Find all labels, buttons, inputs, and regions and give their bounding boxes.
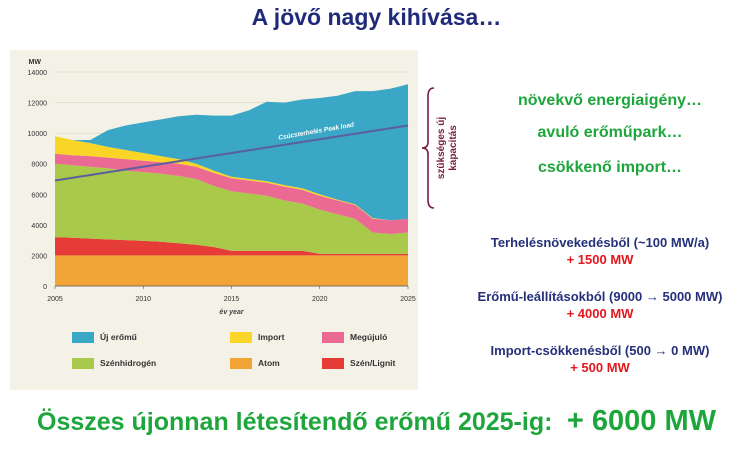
legend-label: Szénhidrogén: [100, 358, 157, 368]
bracket-label: szükséges új: [436, 117, 447, 179]
contribution-value: + 1500 MW: [566, 252, 634, 267]
legend-label: Import: [258, 332, 285, 342]
legend-label: Új erőmű: [100, 332, 137, 342]
y-tick-label: 10000: [28, 131, 48, 138]
legend-label: Atom: [258, 358, 280, 368]
y-tick-label: 8000: [31, 162, 47, 169]
legend-swatch: [322, 358, 344, 369]
contribution-label: Erőmű-leállításokból (9000 → 5000 MW): [477, 289, 723, 304]
contribution-label: Import-csökkenésből (500 → 0 MW): [490, 343, 710, 358]
reason-1: növekvő energiaigény…: [517, 92, 703, 109]
summary-text: Összes újonnan létesítendő erőmű 2025-ig…: [37, 408, 553, 436]
x-tick-label: 2020: [312, 296, 328, 303]
y-tick-label: 12000: [28, 101, 48, 108]
y-tick-label: 14000: [28, 70, 48, 77]
legend-label: Szén/Lignit: [350, 358, 396, 368]
contribution-plant-closures: Erőmű-leállításokból (9000 → 5000 MW) + …: [450, 289, 750, 321]
area-atom: [55, 255, 408, 286]
contribution-value: + 4000 MW: [566, 306, 634, 321]
reason-3: csökkenő import…: [537, 159, 683, 176]
x-tick-label: 2010: [135, 296, 151, 303]
legend-swatch: [322, 332, 344, 343]
contribution-load-growth: Terhelésnövekedésből (~100 MW/a) + 1500 …: [450, 235, 750, 267]
legend-swatch: [230, 332, 252, 343]
y-tick-label: 2000: [31, 253, 47, 260]
area-megújuló: [55, 153, 408, 234]
legend-swatch: [72, 358, 94, 369]
legend-label: Megújuló: [350, 332, 388, 342]
bracket-label: kapacitás: [448, 125, 459, 171]
contribution-label: Terhelésnövekedésből (~100 MW/a): [490, 235, 710, 250]
summary-line: Összes újonnan létesítendő erőmű 2025-ig…: [0, 405, 753, 438]
legend-swatch: [230, 358, 252, 369]
reason-2: avuló erőműpark…: [537, 124, 683, 141]
x-tick-label: 2005: [47, 296, 63, 303]
area-szénhidrogén: [55, 163, 408, 254]
y-tick-label: 0: [43, 284, 47, 291]
x-axis-label: év year: [219, 309, 244, 316]
y-tick-label: 4000: [31, 223, 47, 230]
summary-value: + 6000 MW: [566, 405, 716, 437]
capacity-bracket: [421, 87, 435, 209]
contribution-import-decrease: Import-csökkenésből (500 → 0 MW) + 500 M…: [450, 343, 750, 375]
area-import: [55, 136, 408, 221]
y-unit-label: MW: [29, 59, 42, 66]
area-szén-lignit: [55, 237, 408, 256]
contribution-value: + 500 MW: [570, 360, 630, 375]
slide-title: A jövő nagy kihívása…: [251, 4, 502, 30]
y-tick-label: 6000: [31, 192, 47, 199]
x-tick-label: 2025: [400, 296, 416, 303]
legend-swatch: [72, 332, 94, 343]
x-tick-label: 2015: [224, 296, 240, 303]
peak-load-line: [54, 124, 409, 182]
